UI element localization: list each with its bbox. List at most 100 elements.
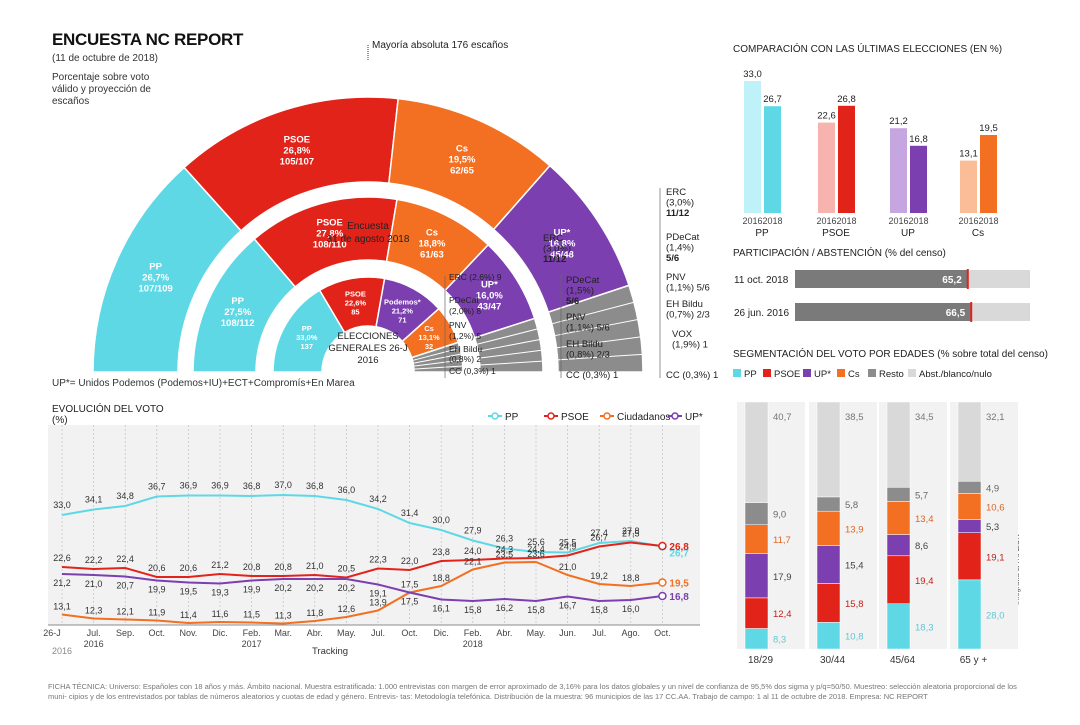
evolution-x-tick-15: May. bbox=[527, 628, 546, 638]
evolution-x-tick-14: Abr. bbox=[496, 628, 512, 638]
evolution-x-tick-8: Abr. bbox=[307, 628, 323, 638]
hemicycle-0-other-pdecat-pct: (1,4%) bbox=[666, 243, 694, 254]
age-legend-abst-blanco-nulo-swatch bbox=[908, 369, 916, 377]
evolution-x-tick-7: Mar. bbox=[274, 628, 292, 638]
hemicycle-2-psoe-label-1: 22,6% bbox=[345, 299, 367, 308]
hemicycle-1-other-pdecat-seats: 5/6 bbox=[566, 296, 579, 307]
age-65-y-pp-value: 28,0 bbox=[986, 610, 1005, 621]
comparison-cs-2016-bar bbox=[960, 160, 977, 213]
comparison-pp-2016-bar bbox=[744, 81, 761, 213]
comparison-up-group-label: UP bbox=[901, 228, 915, 239]
comparison-cs-2018-bar bbox=[980, 135, 997, 213]
age-legend-abst-blanco-nulo-label: Abst./blanco/nulo bbox=[919, 369, 992, 380]
age-45-64-abst-blanco-nulo-value: 34,5 bbox=[915, 412, 934, 423]
age-legend-up-swatch bbox=[803, 369, 811, 377]
age-65-y-up-segment bbox=[957, 519, 982, 533]
evolution-up-value-8: 20,2 bbox=[306, 583, 324, 593]
evolution-ciudadanos-value-18: 18,8 bbox=[622, 573, 640, 583]
hemicycle-2-podemos-label-1: 21,2% bbox=[392, 306, 414, 315]
evolution-x-tick-6: Feb. bbox=[243, 628, 261, 638]
hemicycle-0-other-pdecat-seats: 5/6 bbox=[666, 253, 679, 264]
evolution-ciudadanos-line bbox=[61, 560, 663, 625]
age-65-y-psoe-value: 19,1 bbox=[986, 552, 1005, 563]
evolution-up-value-3: 19,9 bbox=[148, 585, 166, 595]
hemicycle-1-up-label-2: 43/47 bbox=[478, 301, 502, 312]
evolution-up-value-1: 21,0 bbox=[85, 579, 103, 589]
evolution-pp-value-15: 25,6 bbox=[527, 537, 545, 547]
evolution-ciudadanos-value-19: 19,5 bbox=[669, 579, 689, 590]
comparison-pp-2018-value: 26,7 bbox=[763, 94, 782, 105]
evolution-x-tick-2: Sep. bbox=[116, 628, 135, 638]
evolution-pp-value-19: 26,7 bbox=[669, 549, 689, 560]
evolution-x-tick-19: Oct. bbox=[654, 628, 671, 638]
evolution-ciudadanos-end-point bbox=[658, 578, 667, 587]
age-65-y-resto-value: 4,9 bbox=[986, 483, 999, 494]
hemicycle-0-psoe-label-1: 26,8% bbox=[283, 146, 310, 157]
evolution-up-value-10: 19,1 bbox=[369, 589, 387, 599]
evolution-up-line bbox=[61, 573, 663, 603]
evolution-ylabel: (%) bbox=[52, 415, 68, 426]
evolution-legend-psoe-marker bbox=[547, 412, 555, 420]
evolution-psoe-value-13: 24,0 bbox=[464, 546, 482, 556]
evolution-psoe-line bbox=[61, 541, 663, 579]
hemicycle-2-resto-divider bbox=[413, 359, 463, 367]
evolution-x-year-start: 2016 bbox=[52, 646, 72, 656]
evolution-up-value-19: 16,8 bbox=[669, 592, 689, 603]
survey-date: (11 de octubre de 2018) bbox=[52, 53, 159, 64]
hemicycle-1-psoe-label-2: 108/110 bbox=[313, 240, 347, 251]
evolution-up-value-7: 20,2 bbox=[274, 583, 292, 593]
age-legend-cs-label: Cs bbox=[848, 369, 860, 380]
hemicycle-1-psoe-label-0: PSOE bbox=[316, 218, 342, 229]
evolution-pp-value-2: 34,8 bbox=[116, 491, 134, 501]
hemicycle-subtitle: Porcentaje sobre voto válido y proyecció… bbox=[52, 72, 151, 107]
hemicycle-2-other-ehbildu-pct: (0,8%) 2 bbox=[449, 354, 481, 364]
age-30-44-resto-segment bbox=[816, 496, 841, 512]
evolution-ciudadanos-value-15: 23,6 bbox=[527, 549, 545, 559]
comparison-cs-2016-value: 13,1 bbox=[959, 149, 978, 160]
hemicycle-2-podemos-label-2: 71 bbox=[398, 315, 406, 324]
hemicycle-0-cs-label-1: 19,5% bbox=[449, 154, 476, 165]
hemicycle-2-podemos-label-0: Podemos* bbox=[384, 297, 421, 306]
age-18-29-cs-value: 11,7 bbox=[773, 535, 791, 546]
evolution-x-tick-17: Jul. bbox=[592, 628, 606, 638]
evolution-up-value-6: 19,9 bbox=[243, 585, 261, 595]
evolution-pp-value-8: 36,8 bbox=[306, 481, 324, 491]
age-30-44-abst-blanco-nulo-segment bbox=[816, 401, 841, 498]
hemicycle-1-resto-divider bbox=[476, 328, 538, 345]
ring-mid-title: Encuesta bbox=[347, 221, 389, 232]
hemicycle-2-cs-label-1: 13,1% bbox=[418, 333, 440, 342]
age-30-44-cs-value: 13,9 bbox=[845, 524, 864, 535]
evolution-x-tick-18: Ago. bbox=[622, 628, 641, 638]
participation-row-1-abstention-bar bbox=[971, 303, 1030, 321]
participation-row-0-label: 11 oct. 2018 bbox=[734, 275, 789, 286]
comparison-up-2018-value: 16,8 bbox=[909, 134, 928, 145]
evolution-up-value-11: 17,5 bbox=[401, 597, 419, 607]
age-30-44-pp-segment bbox=[816, 622, 841, 650]
evolution-ciudadanos-value-8: 11,8 bbox=[306, 608, 323, 618]
age-30-44-cs-segment bbox=[816, 510, 841, 546]
evolution-psoe-value-9: 20,5 bbox=[338, 564, 356, 574]
evolution-up-value-16: 16,7 bbox=[559, 601, 577, 611]
hemicycle-1-cs-label-2: 61/63 bbox=[420, 250, 444, 261]
hemicycle-1-other-pnv-name: PNV bbox=[566, 312, 586, 323]
hemicycle-2-psoe-label-2: 85 bbox=[351, 308, 359, 317]
hemicycle-chart: PP26,7%107/109PSOE26,8%105/107Cs19,5%62/… bbox=[92, 40, 718, 381]
comparison-cs-2018-tick: 2018 bbox=[978, 216, 998, 226]
evolution-up-end-point bbox=[658, 591, 667, 601]
hemicycle-1-resto-divider bbox=[477, 339, 541, 352]
evolution-pp-value-16: 25,5 bbox=[559, 538, 577, 548]
evolution-psoe-value-6: 20,8 bbox=[243, 562, 261, 572]
comparison-pp-group-label: PP bbox=[755, 228, 769, 239]
evolution-ciudadanos-value-11: 17,5 bbox=[401, 580, 419, 590]
evolution-up-value-12: 16,1 bbox=[432, 604, 450, 614]
participation-row-1-turnout-bar bbox=[795, 303, 972, 321]
evolution-psoe-value-16: 24,9 bbox=[559, 542, 577, 552]
evolution-pp-value-10: 34,2 bbox=[369, 494, 387, 504]
hemicycle-2-resto-divider bbox=[413, 365, 463, 370]
hemicycle-2-other-erc: ERC (2,6%) 9 bbox=[449, 272, 502, 282]
comparison-up-2016-bar bbox=[890, 128, 907, 213]
participation-row-0-turnout-bar bbox=[795, 270, 968, 288]
age-18-29-abst-blanco-nulo-value: 40,7 bbox=[773, 412, 792, 423]
age-18-29-pp-value: 8,3 bbox=[773, 635, 786, 646]
